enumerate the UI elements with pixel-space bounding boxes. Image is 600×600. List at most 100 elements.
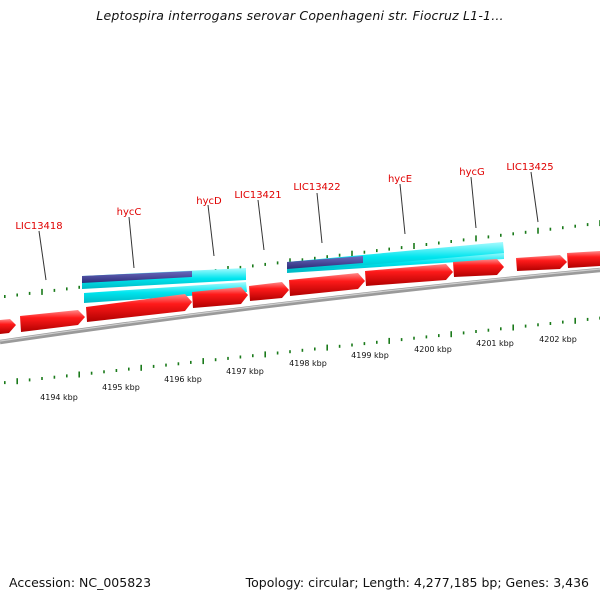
- gene-labels: LIC13418 hycC hycD LIC13421 LIC13422 hyc…: [15, 162, 553, 232]
- lower-ruler-minor-tick: [376, 340, 378, 344]
- gene-label-hycC: hycC: [117, 207, 142, 218]
- lower-ruler-minor-tick: [214, 358, 217, 362]
- lower-ruler-minor-tick: [586, 317, 589, 321]
- upper-ruler-major-tick: [351, 250, 353, 257]
- domain-bar-hycC-hycD: [84, 282, 247, 303]
- lower-ruler-minor-tick: [66, 374, 68, 378]
- domain-bar-hycE-navy: [287, 256, 363, 269]
- lower-ruler-minor-tick: [413, 336, 415, 340]
- upper-ruler-minor-tick: [462, 238, 465, 242]
- gene-label-hycE: hycE: [388, 174, 412, 185]
- lower-ruler-minor-tick: [475, 330, 477, 333]
- lower-ruler-major-tick: [388, 337, 390, 344]
- lower-ruler-minor-tick: [524, 324, 527, 328]
- callout-line-LIC13418: [38, 230, 47, 281]
- domain-bar-hycC-navy: [82, 271, 192, 283]
- kbp-label-4194: 4194 kbp: [40, 393, 78, 402]
- lower-ruler-major-tick: [512, 324, 514, 331]
- upper-ruler-minor-tick: [388, 247, 390, 251]
- genome-backbone-highlight: [0, 268, 600, 342]
- lower-ruler-minor-tick: [177, 362, 180, 366]
- kbp-label-4195: 4195 kbp: [102, 383, 140, 392]
- gene-arrow-hycC: [86, 294, 192, 322]
- gene-label-LIC13422: LIC13422: [293, 182, 340, 193]
- upper-ruler-minor-tick: [4, 295, 6, 298]
- gene-arrow-right-edge: [567, 251, 600, 268]
- gene-label-LIC13425: LIC13425: [506, 162, 553, 173]
- lower-ruler-minor-tick: [400, 338, 403, 342]
- upper-ruler-minor-tick: [252, 264, 254, 268]
- lower-ruler-minor-tick: [487, 328, 490, 332]
- gene-callouts: [38, 171, 539, 281]
- upper-ruler-minor-tick: [239, 265, 242, 269]
- genome-backbone: [0, 267, 600, 345]
- upper-ruler-minor-tick: [16, 293, 18, 297]
- upper-ruler-major-tick: [537, 227, 539, 234]
- callout-line-LIC13421: [257, 199, 265, 251]
- lower-ruler-major-tick: [326, 344, 328, 351]
- gene-label-LIC13418: LIC13418: [15, 221, 62, 232]
- callout-line-hycD: [207, 204, 215, 257]
- upper-ruler-minor-tick: [562, 226, 564, 230]
- upper-ruler-minor-tick: [549, 227, 552, 231]
- gene-label-hycD: hycD: [196, 196, 222, 207]
- kbp-label-4199: 4199 kbp: [351, 351, 389, 360]
- callout-line-LIC13425: [530, 171, 539, 223]
- upper-ruler-minor-tick: [264, 262, 266, 266]
- kbp-label-4201: 4201 kbp: [476, 339, 514, 348]
- lower-ruler-major-tick: [574, 317, 576, 324]
- lower-ruler-major-tick: [16, 378, 18, 385]
- upper-ruler-minor-tick: [28, 291, 31, 295]
- lower-ruler-minor-tick: [128, 367, 130, 371]
- page-title: Leptospira interrogans serovar Copenhage…: [96, 8, 504, 23]
- upper-ruler-minor-tick: [376, 249, 378, 253]
- gene-arrow-hycG: [453, 259, 504, 277]
- kbp-label-4197: 4197 kbp: [226, 367, 264, 376]
- lower-ruler-major-tick: [202, 358, 204, 365]
- lower-ruler-minor-tick: [425, 335, 428, 339]
- upper-ruler-minor-tick: [512, 232, 514, 236]
- lower-ruler-minor-tick: [537, 323, 539, 327]
- gene-arrow-hycD: [192, 287, 248, 308]
- upper-ruler-minor-tick: [326, 255, 328, 259]
- gene-arrow-left-edge: [0, 319, 16, 334]
- lower-ruler-minor-tick: [90, 371, 93, 375]
- upper-ruler-major-tick: [475, 235, 477, 242]
- upper-ruler-minor-tick: [338, 253, 341, 257]
- lower-ruler-minor-tick: [438, 334, 440, 338]
- kbp-label-4202: 4202 kbp: [539, 335, 577, 344]
- gene-arrow-LIC13425: [516, 255, 567, 271]
- lower-ruler-minor-tick: [4, 381, 6, 385]
- lower-ruler-minor-tick: [276, 351, 279, 355]
- upper-ruler-minor-tick: [425, 243, 428, 246]
- upper-ruler-minor-tick: [66, 287, 68, 291]
- upper-ruler-minor-tick: [524, 230, 527, 234]
- upper-ruler-minor-tick: [450, 240, 452, 243]
- upper-ruler-minor-tick: [314, 256, 316, 260]
- callout-line-hycE: [399, 183, 406, 235]
- gene-arrow-LIC13422: [289, 273, 365, 296]
- lower-ruler-minor-tick: [28, 378, 31, 382]
- upper-ruler-minor-tick: [53, 288, 56, 292]
- lower-ruler-minor-tick: [152, 364, 155, 368]
- lower-ruler-major-tick: [140, 364, 142, 371]
- upper-ruler-minor-tick: [78, 285, 80, 289]
- lower-ruler-major-tick: [78, 371, 80, 378]
- lower-ruler-minor-tick: [103, 370, 105, 374]
- gene-track: [0, 251, 600, 334]
- lower-ruler-minor-tick: [227, 356, 229, 360]
- lower-ruler-minor-tick: [462, 331, 465, 335]
- upper-ruler-minor-tick: [363, 250, 366, 254]
- upper-ruler-minor-tick: [276, 261, 279, 265]
- lower-ruler-minor-tick: [289, 350, 291, 354]
- callout-line-hycC: [128, 216, 135, 269]
- upper-ruler-minor-tick: [500, 233, 502, 237]
- accession-text: Accession: NC_005823: [9, 575, 152, 590]
- lower-ruler-major-tick: [264, 351, 266, 358]
- lower-ruler-minor-tick: [562, 320, 564, 324]
- lower-ruler-minor-tick: [500, 327, 502, 331]
- upper-ruler-minor-tick: [574, 224, 576, 228]
- lower-ruler-minor-tick: [239, 355, 242, 359]
- upper-ruler-major-tick: [41, 288, 43, 295]
